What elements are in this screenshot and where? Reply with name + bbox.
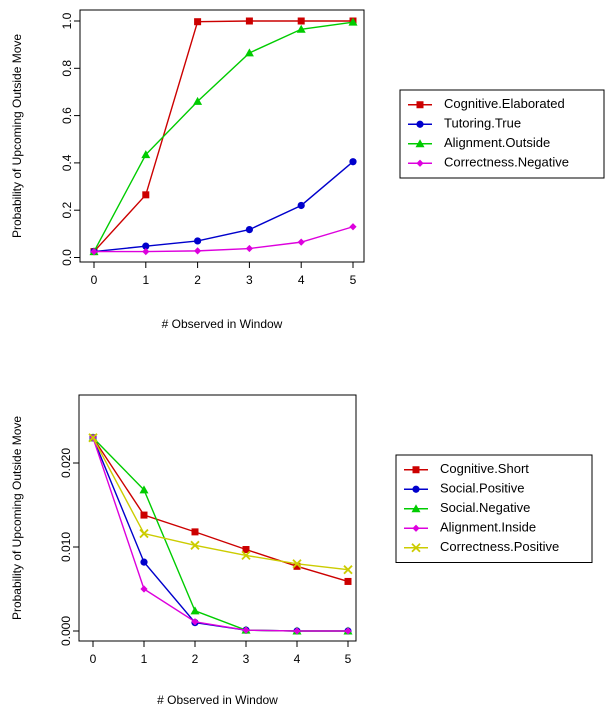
legend-marker-alignment-inside [412,524,420,532]
x-tick-label: 3 [246,273,253,287]
data-point-correctness-positive [139,528,149,539]
x-tick-label: 3 [243,652,250,666]
y-tick-label: 1.0 [60,12,74,29]
legend-label-alignment-outside: Alignment.Outside [444,135,550,150]
legend-label-social-negative: Social.Negative [440,500,530,515]
data-point-correctness-negative [90,247,98,256]
legend-marker-cognitive-elaborated [416,101,424,109]
legend-marker-alignment-outside [415,139,425,148]
legend-marker-cognitive-short [412,466,420,474]
y-tick-label: 0.0 [60,249,74,266]
data-point-correctness-positive [241,550,251,561]
data-point-tutoring-true [194,237,202,245]
series-line-cognitive-elaborated [93,20,353,253]
series-line-alignment-outside [93,21,354,252]
data-point-tutoring-true [245,225,253,234]
legend-label-social-positive: Social.Positive [440,481,525,496]
data-point-cognitive-short [293,562,301,570]
series-line-correctness-positive [92,437,349,571]
x-tick-label: 2 [194,273,201,287]
data-point-cognitive-short [344,577,352,585]
x-tick-label: 2 [192,652,199,666]
data-point-alignment-inside [293,627,301,635]
legend-marker-correctness-positive [411,543,421,553]
data-point-alignment-outside [296,24,306,33]
data-point-social-positive [140,558,148,566]
data-point-correctness-negative [349,223,357,231]
data-point-correctness-negative [142,247,150,256]
chart-top: 0 1 2 3 4 5 0.0 0.2 0.4 0.6 0.8 1.0 # Observed in Wi… [10,9,605,331]
data-point-alignment-outside [244,48,254,57]
data-point-correctness-negative [297,238,305,246]
data-point-cognitive-elaborated [194,18,202,26]
legend-label-cognitive-elaborated: Cognitive.Elaborated [444,96,565,111]
legend-marker-correctness-negative [416,159,424,167]
series-line-social-negative [92,437,348,632]
data-point-social-negative [190,606,200,615]
data-point-cognitive-elaborated [245,17,253,25]
chart-bottom: 0 1 2 3 4 5 0.000 0.010 0.020 # Observed in Windo… [10,394,593,707]
data-point-social-negative [139,485,149,494]
x-axis-label: # Observed in Window [162,317,283,331]
data-point-alignment-outside [193,96,203,105]
plot-frame [78,394,357,642]
legend-marker-social-positive [412,485,420,493]
legend-label-correctness-negative: Correctness.Negative [444,155,569,170]
legend-label-correctness-positive: Correctness.Positive [440,539,559,554]
legend-label-tutoring-true: Tutoring.True [444,116,521,131]
series-line-alignment-inside [92,437,348,632]
x-tick-label: 1 [142,273,149,287]
x-tick-label: 4 [298,273,305,287]
data-point-tutoring-true [142,242,150,250]
data-point-correctness-positive [88,433,98,443]
legend-box [395,454,593,563]
y-tick-label: 0.010 [59,532,73,562]
data-point-cognitive-short [191,528,199,536]
data-point-correctness-positive [190,540,200,550]
data-point-alignment-outside [141,150,151,159]
data-point-alignment-inside [344,627,352,635]
data-point-alignment-inside [191,618,199,626]
legend-label-cognitive-short: Cognitive.Short [440,461,529,476]
y-tick-label: 0.6 [60,107,74,124]
data-point-cognitive-short [242,546,250,554]
series-line-correctness-negative [94,226,354,253]
x-tick-label: 4 [294,652,301,666]
y-tick-label: 0.000 [59,616,73,646]
data-point-cognitive-elaborated [142,191,150,199]
legend-label-alignment-inside: Alignment.Inside [440,520,536,535]
y-tick-label: 0.4 [60,154,74,171]
data-point-alignment-inside [242,626,250,634]
data-point-correctness-positive [292,559,302,569]
data-point-tutoring-true [349,158,357,166]
legend-marker-social-negative [411,504,421,513]
data-point-correctness-negative [194,247,202,255]
legend-box [399,89,605,179]
series-line-tutoring-true [93,161,354,253]
legend-marker-tutoring-true [416,120,424,128]
y-tick-label: 0.020 [59,448,73,478]
data-point-cognitive-elaborated [297,17,305,25]
plot-frame [79,9,365,263]
data-point-tutoring-true [297,201,305,210]
data-point-correctness-negative [245,244,253,253]
series-line-cognitive-short [92,437,349,583]
x-tick-label: 5 [350,273,357,287]
series-line-social-positive [92,437,348,632]
x-tick-label: 1 [141,652,148,666]
data-point-cognitive-short [140,511,148,519]
x-tick-label: 0 [90,652,97,666]
x-axis-label: # Observed in Window [157,693,278,707]
data-point-alignment-outside [348,17,358,26]
y-tick-label: 0.2 [60,202,74,219]
y-axis-label: Probability of Upcoming Outside Move [10,416,24,620]
data-point-alignment-inside [140,585,148,593]
x-tick-label: 5 [345,652,352,666]
x-tick-label: 0 [91,273,98,287]
y-axis-label: Probability of Upcoming Outside Move [10,34,24,238]
y-tick-label: 0.8 [60,60,74,77]
data-point-correctness-positive [343,565,353,575]
